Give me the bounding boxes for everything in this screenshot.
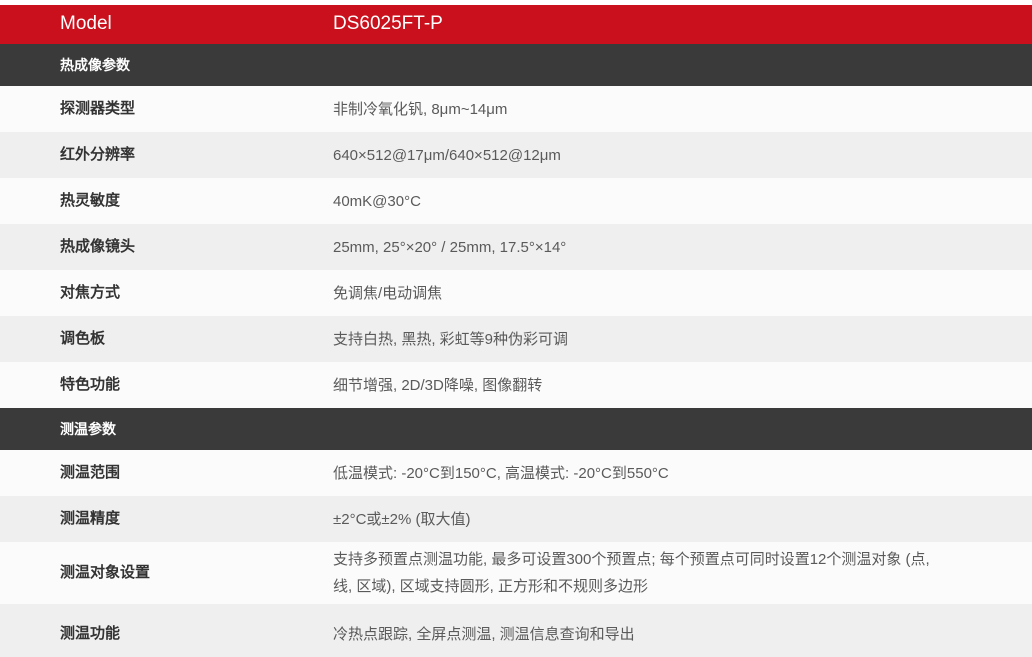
spec-value: 低温模式: -20°C到150°C, 高温模式: -20°C到550°C — [333, 464, 669, 482]
spec-row: 探测器类型 非制冷氧化钒, 8μm~14μm — [0, 86, 1032, 132]
spec-label: 测温对象设置 — [60, 564, 151, 582]
spec-row: 对焦方式 免调焦/电动调焦 — [0, 270, 1032, 316]
spec-value: 40mK@30°C — [333, 192, 421, 210]
spec-label: 红外分辨率 — [60, 146, 136, 164]
spec-row: 测温功能 冷热点跟踪, 全屏点测温, 测温信息查询和导出 — [0, 604, 1032, 657]
spec-label: 热成像镜头 — [60, 238, 136, 256]
spec-value: 支持多预置点测温功能, 最多可设置300个预置点; 每个预置点可同时设置12个测… — [333, 551, 930, 595]
spec-row: 测温对象设置 支持多预置点测温功能, 最多可设置300个预置点; 每个预置点可同时… — [0, 542, 1032, 604]
sections-root: 热成像参数探测器类型 非制冷氧化钒, 8μm~14μm 红外分辨率 640×512@1… — [0, 44, 1032, 657]
model-value: DS6025FT-P — [333, 13, 443, 35]
spec-value: 细节增强, 2D/3D降噪, 图像翻转 — [333, 376, 543, 394]
spec-row: 测温精度 ±2°C或±2% (取大值) — [0, 496, 1032, 542]
spec-value: ±2°C或±2% (取大值) — [333, 510, 471, 528]
section-header: 热成像参数 — [0, 44, 1032, 86]
spec-value: 冷热点跟踪, 全屏点测温, 测温信息查询和导出 — [333, 625, 635, 643]
spec-value: 非制冷氧化钒, 8μm~14μm — [333, 100, 508, 118]
spec-label: 调色板 — [60, 330, 106, 348]
spec-label: 对焦方式 — [60, 284, 121, 302]
top-strip — [0, 0, 1032, 5]
spec-value: 640×512@17μm/640×512@12μm — [333, 146, 561, 164]
spec-row: 调色板 支持白热, 黑热, 彩虹等9种伪彩可调 — [0, 316, 1032, 362]
model-label: Model — [60, 13, 112, 35]
spec-row: 热成像镜头 25mm, 25°×20° / 25mm, 17.5°×14° — [0, 224, 1032, 270]
spec-row: 测温范围 低温模式: -20°C到150°C, 高温模式: -20°C到550°C — [0, 450, 1032, 496]
spec-label: 热灵敏度 — [60, 192, 121, 210]
spec-row: 特色功能 细节增强, 2D/3D降噪, 图像翻转 — [0, 362, 1032, 408]
spec-value: 免调焦/电动调焦 — [333, 284, 443, 302]
spec-label: 测温功能 — [60, 625, 121, 643]
spec-label: 测温范围 — [60, 464, 121, 482]
spec-row: 热灵敏度 40mK@30°C — [0, 178, 1032, 224]
spec-label: 探测器类型 — [60, 100, 136, 118]
spec-row: 红外分辨率 640×512@17μm/640×512@12μm — [0, 132, 1032, 178]
model-header-row: Model DS6025FT-P — [0, 5, 1032, 44]
spec-label: 测温精度 — [60, 510, 121, 528]
spec-label: 特色功能 — [60, 376, 121, 394]
section-header: 测温参数 — [0, 408, 1032, 450]
spec-value: 支持白热, 黑热, 彩虹等9种伪彩可调 — [333, 330, 569, 348]
spec-value: 25mm, 25°×20° / 25mm, 17.5°×14° — [333, 238, 567, 256]
